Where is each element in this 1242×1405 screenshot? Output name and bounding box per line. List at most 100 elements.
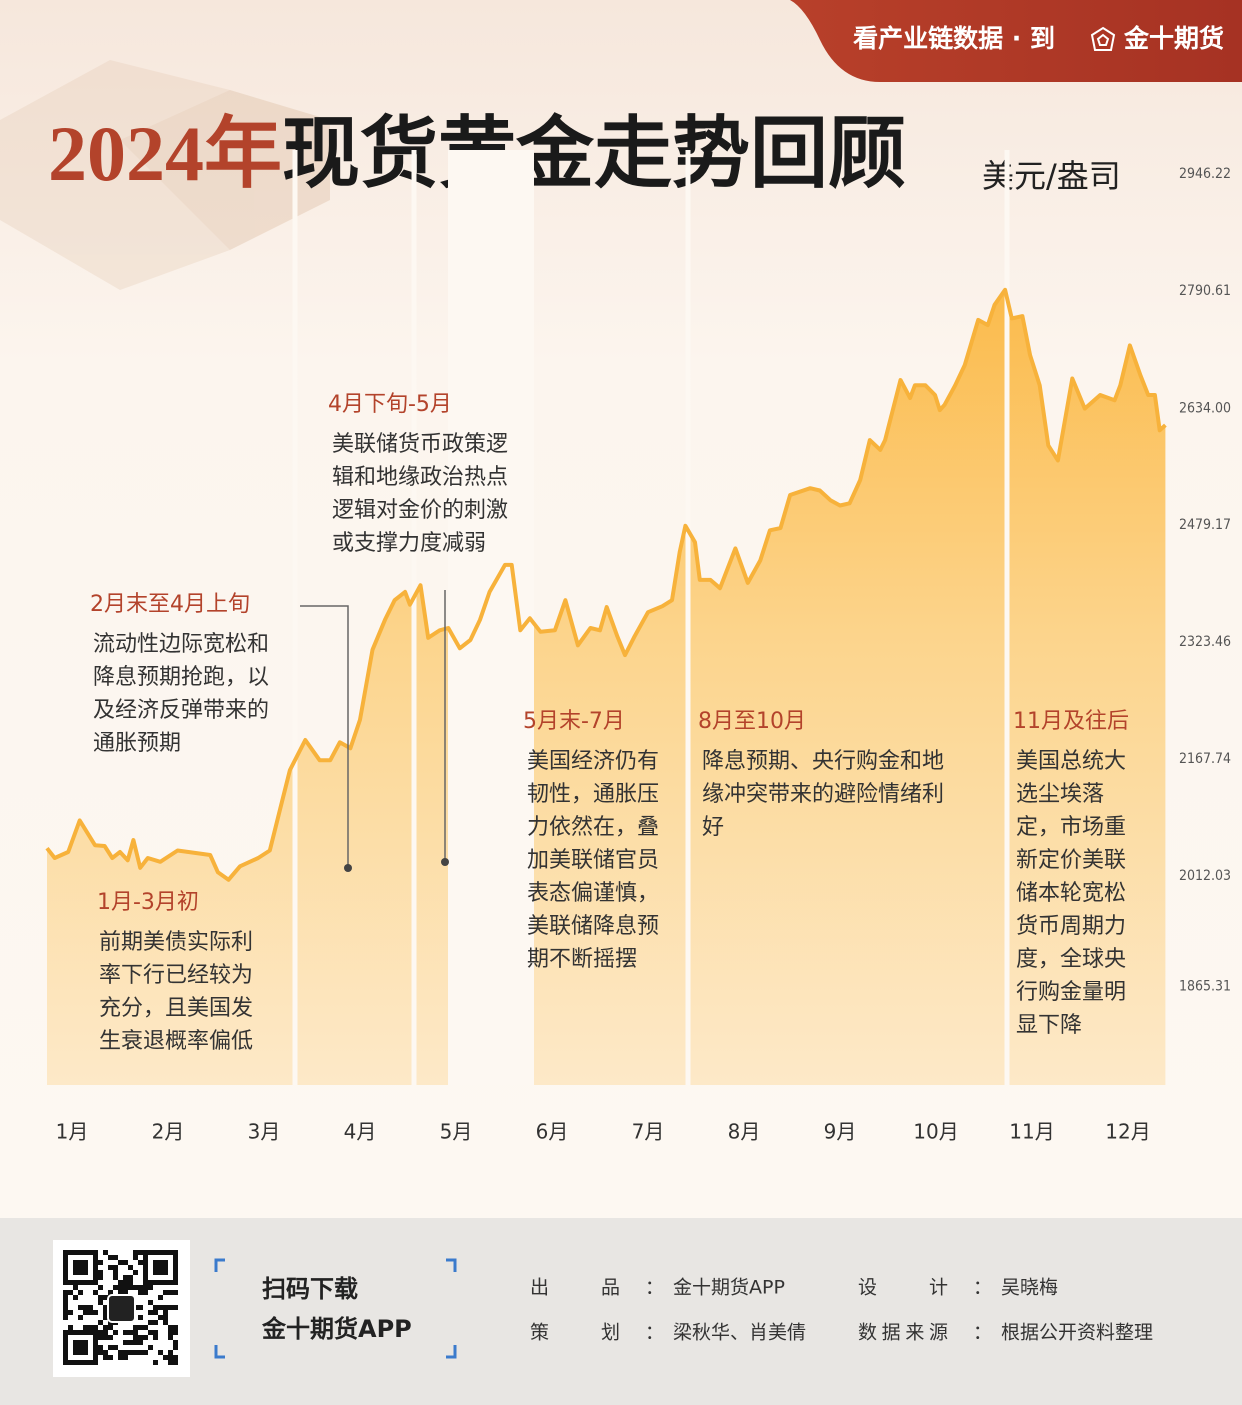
qr-cell <box>138 1335 143 1340</box>
qr-cell <box>98 1300 103 1305</box>
annotation-title: 1月-3月初 <box>97 890 199 915</box>
y-tick-label: 2634.00 <box>1179 401 1231 417</box>
qr-cell <box>173 1290 178 1295</box>
x-tick-label: 12月 <box>1105 1120 1150 1144</box>
qr-cell <box>88 1305 93 1310</box>
qr-cell <box>168 1325 173 1330</box>
pointers <box>300 590 446 868</box>
annotation-title: 4月下旬-5月 <box>328 392 452 417</box>
qr-cell <box>118 1280 123 1285</box>
credit-separator: ： <box>645 1277 664 1299</box>
annotation-text: 显下降 <box>1016 1013 1082 1038</box>
x-tick-label: 9月 <box>824 1120 857 1144</box>
qr-cell <box>133 1350 138 1355</box>
qr-cell <box>148 1300 153 1305</box>
qr-finder-core <box>153 1260 168 1275</box>
pointer-dot <box>344 864 352 872</box>
qr-cell <box>173 1325 178 1330</box>
qr-cell <box>133 1335 138 1340</box>
qr-cell <box>158 1350 163 1355</box>
qr-cell <box>108 1345 113 1350</box>
qr-cell <box>123 1285 128 1290</box>
annotation-text: 及经济反弹带来的 <box>93 698 269 723</box>
x-tick-label: 11月 <box>1009 1120 1054 1144</box>
qr-cell <box>128 1350 133 1355</box>
qr-cell <box>163 1290 168 1295</box>
credit-value: 金十期货APP <box>673 1277 785 1299</box>
annotation-text: 或支撑力度减弱 <box>332 531 486 556</box>
qr-cell <box>143 1290 148 1295</box>
qr-cell <box>73 1285 78 1290</box>
qr-cell <box>148 1345 153 1350</box>
qr-cell <box>158 1295 163 1300</box>
y-tick-label: 2790.61 <box>1179 283 1231 299</box>
annotation-text: 度，全球央 <box>1016 947 1126 972</box>
qr-cell <box>63 1300 68 1305</box>
qr-cell <box>168 1330 173 1335</box>
annotation-text: 韧性，通胀压 <box>527 782 659 807</box>
annotation-text: 选尘埃落 <box>1016 782 1104 807</box>
annotation-text: 逻辑对金价的刺激 <box>332 498 508 523</box>
annotation-text: 期不断摇摆 <box>527 947 637 972</box>
qr-cell <box>138 1250 143 1255</box>
qr-cell <box>153 1360 158 1365</box>
qr-cell <box>98 1350 103 1355</box>
qr-cell <box>68 1310 73 1315</box>
header-tab <box>790 0 1242 82</box>
qr-cell <box>163 1355 168 1360</box>
annotation-text: 生衰退概率偏低 <box>99 1029 253 1054</box>
qr-cell <box>143 1350 148 1355</box>
qr-cell <box>123 1330 128 1335</box>
credit-separator: ： <box>973 1322 992 1344</box>
annotation-text: 率下行已经较为 <box>99 963 253 988</box>
qr-cell <box>93 1290 98 1295</box>
qr-cell <box>133 1255 138 1260</box>
qr-cell <box>118 1285 123 1290</box>
title-main: 现货黄金走势回顾 <box>282 110 906 197</box>
annotation-text: 美国总统大 <box>1016 749 1126 774</box>
qr-cell <box>68 1325 73 1330</box>
qr-cell <box>93 1325 98 1330</box>
qr-cell <box>133 1285 138 1290</box>
annotation-title: 2月末至4月上旬 <box>90 592 250 617</box>
annotation-text: 降息预期、央行购金和地 <box>702 749 944 774</box>
annotation-text: 新定价美联 <box>1016 848 1126 873</box>
qr-cell <box>103 1310 108 1315</box>
qr-cell <box>128 1275 133 1280</box>
qr-cell <box>133 1330 138 1335</box>
annotation-text: 辑和地缘政治热点 <box>332 465 508 490</box>
qr-cell <box>108 1255 113 1260</box>
qr-cell <box>168 1305 173 1310</box>
annotation-text: 表态偏谨慎， <box>527 881 659 906</box>
qr-cell <box>148 1310 153 1315</box>
qr-cell <box>168 1350 173 1355</box>
qr-cell <box>168 1290 173 1295</box>
qr-cell <box>73 1295 78 1300</box>
gold-bars <box>0 60 330 290</box>
qr-cell <box>173 1360 178 1365</box>
x-tick-label: 10月 <box>913 1120 958 1144</box>
annotation-text: 美国经济仍有 <box>527 749 659 774</box>
qr-cell <box>118 1350 123 1355</box>
qr-cell <box>153 1310 158 1315</box>
qr-cell <box>168 1355 173 1360</box>
qr-cell <box>138 1315 143 1320</box>
qr-cell <box>83 1305 88 1310</box>
qr-cell <box>123 1355 128 1360</box>
qr-cell <box>133 1340 138 1345</box>
qr-cell <box>153 1305 158 1310</box>
brand-logo <box>1090 26 1116 51</box>
qr-cell <box>98 1295 103 1300</box>
scan-app: 金十期货APP <box>261 1315 412 1343</box>
x-tick-label: 7月 <box>632 1120 665 1144</box>
annotation-text: 通胀预期 <box>93 731 181 756</box>
qr-cell <box>138 1285 143 1290</box>
qr-cell <box>63 1305 68 1310</box>
qr-cell <box>118 1290 123 1295</box>
qr-cell <box>118 1260 123 1265</box>
qr-cell <box>173 1355 178 1360</box>
qr-cell <box>63 1310 68 1315</box>
qr-cell <box>98 1275 103 1280</box>
qr-cell <box>113 1255 118 1260</box>
